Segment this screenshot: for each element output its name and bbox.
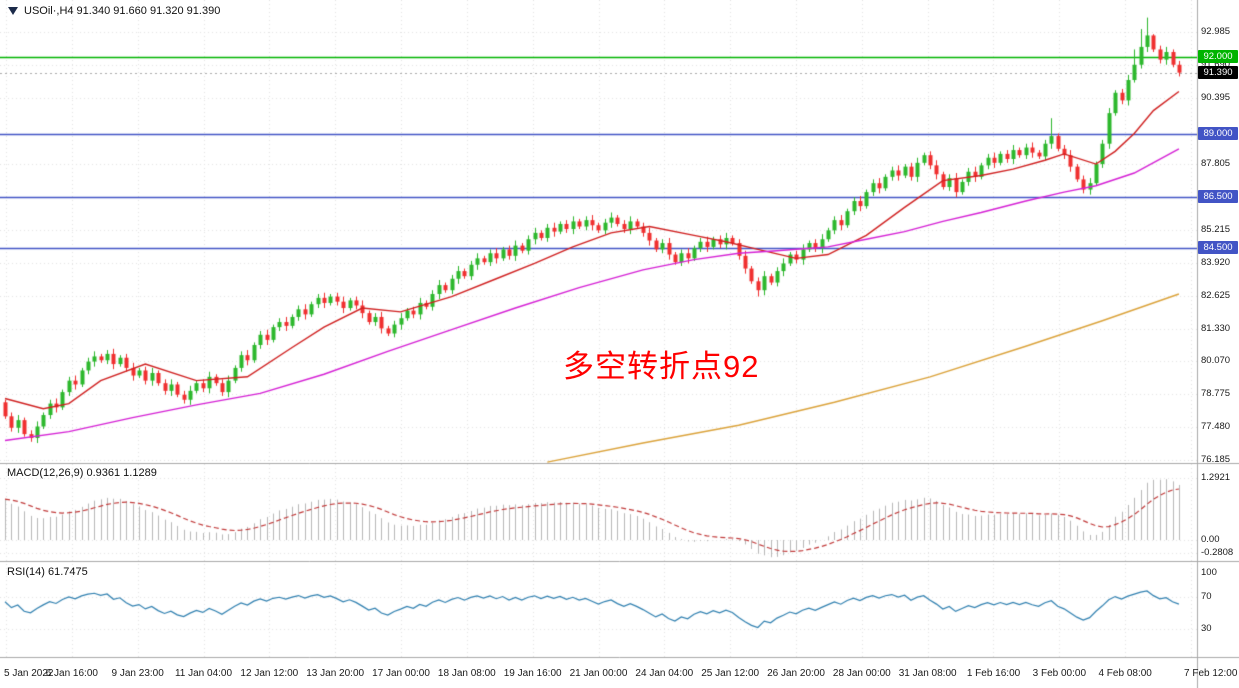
- symbol-info-bar: USOil·,H4 91.340 91.660 91.320 91.390: [8, 5, 220, 17]
- macd-indicator-label: MACD(12,26,9) 0.9361 1.1289: [7, 467, 157, 479]
- rsi-indicator-label: RSI(14) 61.7475: [7, 566, 88, 578]
- chart-annotation-text[interactable]: 多空转折点92: [563, 349, 760, 384]
- symbol-ohlc-text: USOil·,H4 91.340 91.660 91.320 91.390: [24, 5, 221, 17]
- chart-marker-icon: [8, 7, 18, 15]
